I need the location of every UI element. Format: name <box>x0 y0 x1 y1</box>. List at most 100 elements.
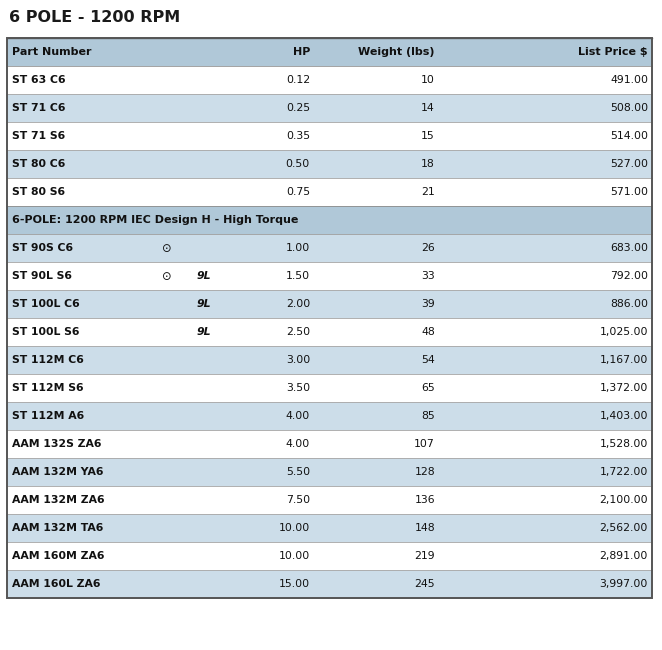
Bar <box>7 430 652 458</box>
Text: 0.25: 0.25 <box>286 103 310 113</box>
Text: 508.00: 508.00 <box>610 103 648 113</box>
Text: AAM 132S ZA6: AAM 132S ZA6 <box>12 439 101 449</box>
Bar <box>7 234 652 262</box>
Text: 15.00: 15.00 <box>279 579 310 589</box>
Text: ST 80 C6: ST 80 C6 <box>12 159 66 169</box>
Text: 1,528.00: 1,528.00 <box>600 439 648 449</box>
Bar <box>7 402 652 430</box>
Text: 148: 148 <box>414 523 435 533</box>
Text: 0.12: 0.12 <box>286 75 310 85</box>
Bar <box>7 178 652 206</box>
Text: 2.50: 2.50 <box>286 327 310 337</box>
Text: 10.00: 10.00 <box>279 551 310 561</box>
Text: 245: 245 <box>414 579 435 589</box>
Text: 3,997.00: 3,997.00 <box>600 579 648 589</box>
Text: 128: 128 <box>414 467 435 477</box>
Text: 85: 85 <box>421 411 435 421</box>
Text: 136: 136 <box>414 495 435 505</box>
Bar <box>7 542 652 570</box>
Text: ST 80 S6: ST 80 S6 <box>12 187 65 197</box>
Bar <box>7 318 652 346</box>
Text: 514.00: 514.00 <box>610 131 648 141</box>
Text: Part Number: Part Number <box>12 47 91 57</box>
Bar <box>7 486 652 514</box>
Text: ST 112M C6: ST 112M C6 <box>12 355 84 365</box>
Text: 571.00: 571.00 <box>610 187 648 197</box>
Text: 9L: 9L <box>197 271 211 281</box>
Bar <box>7 346 652 374</box>
Text: 0.50: 0.50 <box>286 159 310 169</box>
Text: ST 100L C6: ST 100L C6 <box>12 299 79 309</box>
Text: 4.00: 4.00 <box>286 439 310 449</box>
Text: ST 90S C6: ST 90S C6 <box>12 243 73 253</box>
Bar <box>7 38 652 66</box>
Bar <box>7 262 652 290</box>
Text: 10: 10 <box>421 75 435 85</box>
Text: ST 63 C6: ST 63 C6 <box>12 75 66 85</box>
Text: 1,025.00: 1,025.00 <box>600 327 648 337</box>
Text: AAM 160M ZA6: AAM 160M ZA6 <box>12 551 105 561</box>
Bar <box>7 570 652 598</box>
Text: 792.00: 792.00 <box>610 271 648 281</box>
Text: AAM 132M TA6: AAM 132M TA6 <box>12 523 103 533</box>
Text: 21: 21 <box>421 187 435 197</box>
Text: 1,167.00: 1,167.00 <box>600 355 648 365</box>
Text: ST 71 S6: ST 71 S6 <box>12 131 66 141</box>
Text: 107: 107 <box>414 439 435 449</box>
Text: 54: 54 <box>421 355 435 365</box>
Text: 527.00: 527.00 <box>610 159 648 169</box>
Text: ST 112M A6: ST 112M A6 <box>12 411 84 421</box>
Text: 1,722.00: 1,722.00 <box>600 467 648 477</box>
Bar <box>7 122 652 150</box>
Bar <box>7 66 652 94</box>
Text: 3.00: 3.00 <box>286 355 310 365</box>
Text: 65: 65 <box>421 383 435 393</box>
Text: 33: 33 <box>421 271 435 281</box>
Text: 1.50: 1.50 <box>286 271 310 281</box>
Text: 6-POLE: 1200 RPM IEC Design H - High Torque: 6-POLE: 1200 RPM IEC Design H - High Tor… <box>12 215 299 225</box>
Text: ⊙: ⊙ <box>162 242 171 255</box>
Text: Weight (lbs): Weight (lbs) <box>359 47 435 57</box>
Text: ST 71 C6: ST 71 C6 <box>12 103 66 113</box>
Bar <box>7 514 652 542</box>
Text: ST 90L S6: ST 90L S6 <box>12 271 72 281</box>
Text: 7.50: 7.50 <box>286 495 310 505</box>
Text: 15: 15 <box>421 131 435 141</box>
Bar <box>7 38 652 598</box>
Text: 219: 219 <box>414 551 435 561</box>
Text: 10.00: 10.00 <box>279 523 310 533</box>
Text: 1,372.00: 1,372.00 <box>600 383 648 393</box>
Text: 4.00: 4.00 <box>286 411 310 421</box>
Text: AAM 160L ZA6: AAM 160L ZA6 <box>12 579 101 589</box>
Text: 1.00: 1.00 <box>286 243 310 253</box>
Text: ⊙: ⊙ <box>162 270 171 283</box>
Text: 0.75: 0.75 <box>286 187 310 197</box>
Text: List Price $: List Price $ <box>579 47 648 57</box>
Text: 3.50: 3.50 <box>286 383 310 393</box>
Text: 6 POLE - 1200 RPM: 6 POLE - 1200 RPM <box>9 10 180 25</box>
Text: 2,891.00: 2,891.00 <box>600 551 648 561</box>
Text: 2.00: 2.00 <box>286 299 310 309</box>
Text: 0.35: 0.35 <box>286 131 310 141</box>
Text: 683.00: 683.00 <box>610 243 648 253</box>
Text: 18: 18 <box>421 159 435 169</box>
Text: 9L: 9L <box>197 327 211 337</box>
Text: 26: 26 <box>421 243 435 253</box>
Text: ST 112M S6: ST 112M S6 <box>12 383 83 393</box>
Text: AAM 132M YA6: AAM 132M YA6 <box>12 467 103 477</box>
Bar <box>7 94 652 122</box>
Bar <box>7 206 652 234</box>
Text: HP: HP <box>293 47 310 57</box>
Bar <box>7 374 652 402</box>
Bar <box>7 458 652 486</box>
Bar <box>7 150 652 178</box>
Text: 2,100.00: 2,100.00 <box>599 495 648 505</box>
Text: 5.50: 5.50 <box>286 467 310 477</box>
Text: ST 100L S6: ST 100L S6 <box>12 327 79 337</box>
Text: 39: 39 <box>421 299 435 309</box>
Text: 48: 48 <box>421 327 435 337</box>
Text: 14: 14 <box>421 103 435 113</box>
Text: 2,562.00: 2,562.00 <box>600 523 648 533</box>
Text: 491.00: 491.00 <box>610 75 648 85</box>
Bar <box>7 290 652 318</box>
